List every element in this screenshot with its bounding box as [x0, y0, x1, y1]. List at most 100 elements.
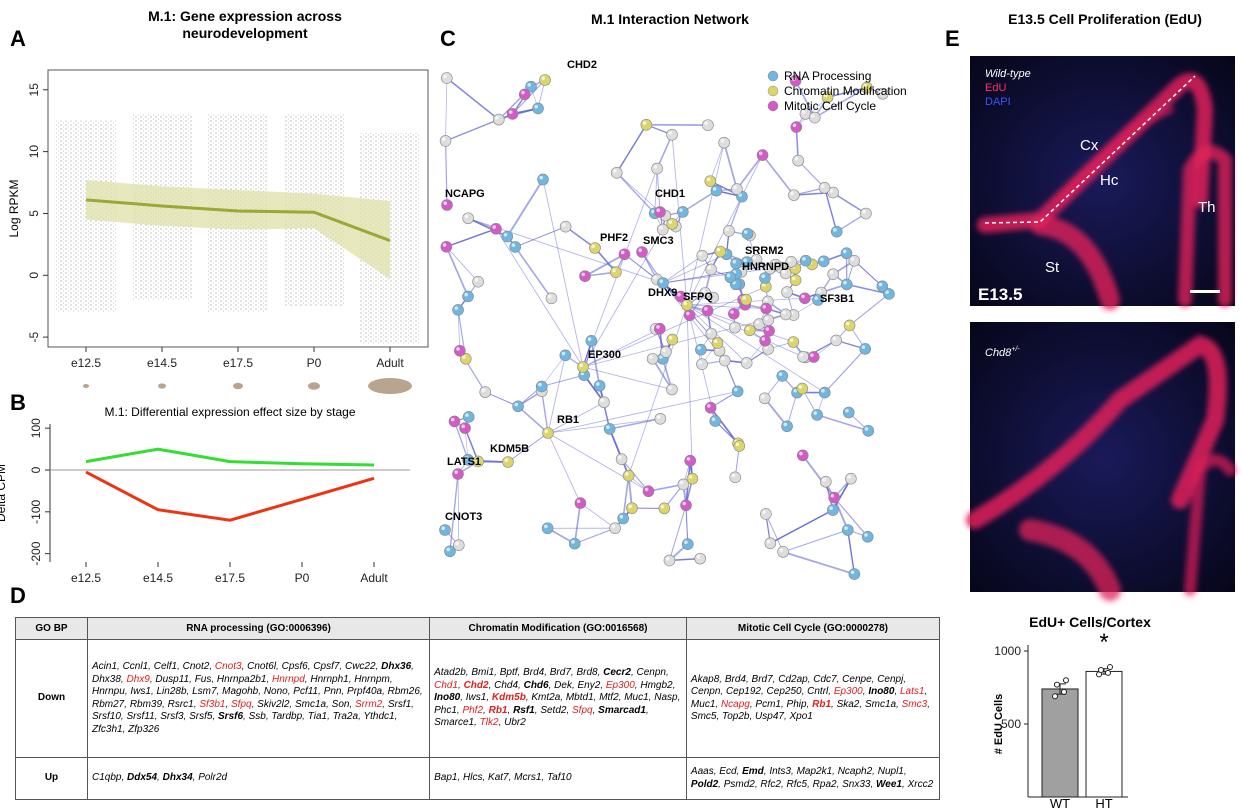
network-edge: [783, 552, 854, 574]
gene: Ska2: [837, 699, 865, 710]
network-edge: [850, 294, 889, 325]
network-node: [723, 225, 734, 236]
network-node: [844, 320, 855, 331]
network-edge: [817, 415, 868, 431]
gene: Cenpn: [637, 667, 669, 678]
gene: Son: [332, 699, 355, 710]
node-highlight: [544, 429, 548, 433]
y-tick-label: 500: [1001, 717, 1021, 731]
legend-swatch: [768, 101, 778, 111]
node-label: EP300: [588, 349, 621, 361]
network-node: [788, 190, 799, 201]
gene: Taf10: [547, 772, 572, 783]
network-node: [725, 272, 736, 283]
node-highlight: [591, 244, 595, 248]
gene: Ncaph2: [838, 766, 878, 777]
network-node: [764, 325, 775, 336]
node-highlight: [725, 227, 729, 231]
network-node: [586, 335, 597, 346]
images-title: E13.5 Cell Proliferation (EdU): [1008, 11, 1202, 27]
network-node: [542, 523, 553, 534]
gene: Tlk2: [480, 717, 504, 728]
network-node: [705, 176, 716, 187]
gene: Prpf40a: [347, 686, 388, 697]
node-highlight: [456, 347, 460, 351]
network-node: [502, 231, 513, 242]
network-node: [463, 411, 474, 422]
gene: Ino80: [868, 686, 900, 697]
gene: Zfp326: [128, 724, 159, 735]
network-node: [765, 538, 776, 549]
network-node: [820, 476, 831, 487]
network-node: [798, 351, 809, 362]
gene: Brd4: [523, 667, 550, 678]
node-highlight: [638, 248, 642, 252]
network-node: [441, 73, 452, 84]
x-tick-label: HT: [1095, 796, 1112, 811]
panel-letter: A: [10, 26, 26, 51]
network-node: [641, 119, 652, 130]
node-highlight: [669, 336, 673, 340]
network-node: [538, 174, 549, 185]
gene: Cecr2: [603, 667, 636, 678]
network-edge: [848, 530, 855, 574]
significance-mark: *: [1099, 629, 1108, 656]
node-label: DHX9: [648, 287, 677, 299]
gene: Celf1: [154, 661, 183, 672]
network-edge: [507, 179, 543, 236]
node-highlight: [821, 389, 825, 393]
network-edge: [724, 143, 737, 189]
gene: Sfpq: [231, 699, 257, 710]
node-highlight: [677, 293, 681, 297]
node-label: RB1: [557, 414, 579, 426]
gene: C1qbp: [92, 772, 127, 783]
node-highlight: [721, 139, 725, 143]
micrograph-bottom: Chd8+/-: [970, 322, 1235, 592]
node-highlight: [795, 157, 799, 161]
network-node: [780, 309, 791, 320]
node-highlight: [712, 417, 716, 421]
brain-icon: [158, 383, 166, 388]
node-highlight: [451, 418, 455, 422]
network-node: [797, 450, 808, 461]
node-highlight: [766, 327, 770, 331]
node-highlight: [679, 208, 683, 212]
gene: Eny2: [578, 680, 606, 691]
network-node: [763, 315, 774, 326]
node-label: SMC3: [643, 235, 674, 247]
gene: Polr2d: [198, 772, 227, 783]
network-node: [719, 355, 730, 366]
network-node: [819, 182, 830, 193]
gene: Mcrs1: [514, 772, 547, 783]
gene: Ssb: [249, 711, 272, 722]
gene: Dhx36: [381, 661, 414, 672]
gene: Dusp11: [155, 674, 194, 685]
brain-icon: [233, 383, 243, 389]
network-node: [695, 553, 706, 564]
gene: Chd4: [494, 680, 523, 691]
network-node: [702, 305, 713, 316]
node-highlight: [862, 345, 866, 349]
node-label: HNRNPD: [742, 261, 789, 273]
node-highlight: [492, 225, 496, 229]
network-edge: [518, 406, 548, 433]
network-node: [590, 243, 601, 254]
node-highlight: [707, 178, 711, 182]
node-highlight: [512, 243, 516, 247]
network-node: [536, 381, 547, 392]
network-node: [667, 334, 678, 345]
node-highlight: [736, 442, 740, 446]
network-node: [702, 120, 713, 131]
gene: Rpa2: [813, 779, 842, 790]
node-highlight: [446, 548, 450, 552]
node-highlight: [790, 192, 794, 196]
network-edge: [686, 505, 688, 544]
node-highlight: [818, 289, 822, 293]
network-node: [793, 155, 804, 166]
brain-icon: [308, 382, 320, 390]
network-node: [782, 421, 793, 432]
network-node: [543, 428, 554, 439]
y-tick-label: 15: [27, 83, 41, 97]
network-node: [797, 383, 808, 394]
gene: Kmt2a: [531, 692, 565, 703]
